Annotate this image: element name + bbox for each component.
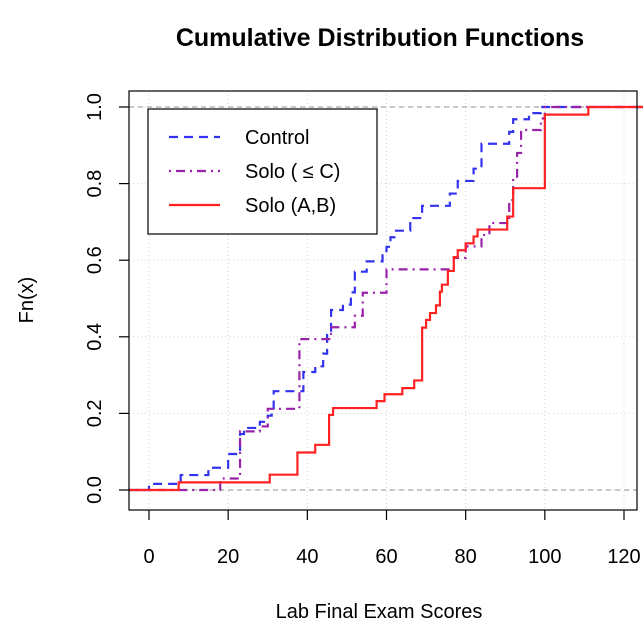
y-tick-label: 0.2 <box>84 399 106 427</box>
x-tick-label: 80 <box>455 546 477 568</box>
x-tick-label: 100 <box>528 546 561 568</box>
x-tick-label: 20 <box>217 546 239 568</box>
legend-label-2: Solo (A,B) <box>245 195 336 217</box>
series-line-1 <box>129 105 643 492</box>
y-axis: 0.0 0.2 0.4 0.6 0.8 1.0 <box>84 93 129 504</box>
x-tick-label: 0 <box>143 546 154 568</box>
x-tick-label: 120 <box>607 546 640 568</box>
x-tick-label: 60 <box>375 546 397 568</box>
x-tick-label: 40 <box>296 546 318 568</box>
y-tick-label: 0.8 <box>84 170 106 198</box>
legend-box <box>147 108 378 235</box>
x-axis-label: Lab Final Exam Scores <box>276 601 483 623</box>
y-tick-label: 0.4 <box>84 323 106 351</box>
y-tick-label: 0.6 <box>84 246 106 274</box>
series-layer <box>129 105 643 492</box>
legend: Control Solo ( ≤ C) Solo (A,B) <box>147 108 378 235</box>
chart-title: Cumulative Distribution Functions <box>176 24 584 52</box>
series-line-0 <box>129 105 643 492</box>
series-line-2 <box>129 105 643 492</box>
y-tick-label: 1.0 <box>84 93 106 121</box>
legend-label-1: Solo ( ≤ C) <box>245 161 340 183</box>
legend-label-0: Control <box>245 127 309 149</box>
y-tick-label: 0.0 <box>84 476 106 504</box>
plot-frame <box>128 90 638 511</box>
y-axis-label: Fn(x) <box>16 277 38 324</box>
x-axis: 0 20 40 60 80 100 120 <box>143 510 641 568</box>
